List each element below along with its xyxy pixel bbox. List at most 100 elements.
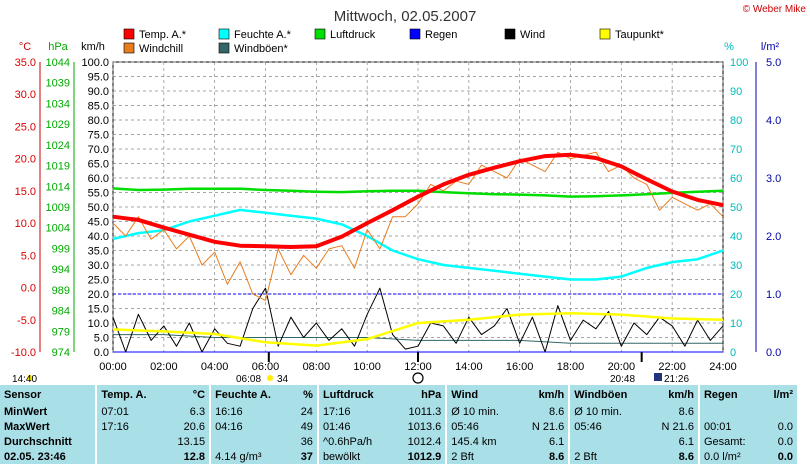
sunrise-icon — [267, 375, 273, 381]
stats-cell: N 21.6 — [647, 419, 699, 434]
axis-tick-time: 00:00 — [99, 361, 127, 373]
axis-tick-kmh: 0.0 — [94, 347, 109, 359]
axis-tick-percent: 10 — [730, 318, 742, 330]
axis-tick-kmh: 15.0 — [88, 304, 109, 316]
axis-tick-time: 14:00 — [455, 361, 483, 373]
statistics-table: Sensor Temp. A. °C Feuchte A.% Luftdruck hPa W… — [0, 385, 797, 464]
axis-unit-temp: °C — [19, 41, 31, 53]
stats-cell: Gesamt: — [697, 434, 763, 449]
axis-tick-percent: 30 — [730, 260, 742, 272]
axis-tick-hpa: 974 — [52, 347, 70, 359]
stats-header-cell: Sensor — [0, 385, 97, 404]
stats-row-label: MaxWert — [0, 419, 97, 434]
stats-cell: 8.6 — [647, 404, 699, 419]
axis-tick-lm2: 2.0 — [766, 231, 781, 243]
stats-cell: 0.0 l/m² — [697, 449, 763, 464]
sunrise-label: 06:08 — [236, 374, 261, 385]
statistics-panel: Sensor Temp. A. °C Feuchte A.% Luftdruck hPa W… — [0, 385, 810, 471]
axis-tick-kmh: 30.0 — [88, 260, 109, 272]
axis-tick-time: 16:00 — [506, 361, 534, 373]
stats-cell: 07:01 — [95, 404, 165, 419]
axis-tick-percent: 0 — [730, 347, 736, 359]
stats-cell — [697, 404, 763, 419]
stats-cell: 37 — [291, 449, 318, 464]
axis-tick-kmh: 80.0 — [88, 115, 109, 127]
axis-tick-time: 04:00 — [201, 361, 229, 373]
axis-tick-lm2: 4.0 — [766, 115, 781, 127]
stats-cell: 1012.4 — [392, 434, 447, 449]
stats-cell: 24 — [291, 404, 318, 419]
axis-tick-hpa: 1004 — [46, 223, 70, 235]
series-temperature — [112, 152, 724, 249]
stats-cell: N 21.6 — [517, 419, 570, 434]
axis-tick-kmh: 40.0 — [88, 231, 109, 243]
stats-cell: 49 — [291, 419, 318, 434]
axis-tick-kmh: 10.0 — [88, 318, 109, 330]
axis-tick-hpa: 1009 — [46, 202, 70, 214]
stats-cell: ^0.6hPa/h — [316, 434, 393, 449]
legend-swatch — [314, 28, 326, 40]
series-feuchte — [112, 208, 724, 281]
stats-row: Durchschnitt 13.15 36 ^0.6hPa/h 1012.4 145.4 … — [0, 434, 797, 449]
axis-tick-percent: 40 — [730, 231, 742, 243]
axis-unit-hpa: hPa — [48, 41, 68, 53]
axis-tick-percent: 70 — [730, 144, 742, 156]
axis-tick-kmh: 25.0 — [88, 275, 109, 287]
stats-cell: 1013.6 — [392, 419, 447, 434]
stats-cell: 6.1 — [517, 434, 570, 449]
stats-cell: 05:46 — [445, 419, 518, 434]
axis-tick-temp: 15.0 — [15, 186, 36, 198]
axis-tick-lm2: 5.0 — [766, 57, 781, 69]
legend-label: Windchill — [139, 43, 183, 55]
stats-cell: 1011.3 — [392, 404, 447, 419]
stats-cell: 00:01 — [697, 419, 763, 434]
axis-tick-kmh: 65.0 — [88, 159, 109, 171]
stats-cell: bewölkt — [316, 449, 393, 464]
stats-cell: 05:46 — [568, 419, 648, 434]
clock-icon — [412, 372, 424, 384]
axis-tick-hpa: 989 — [52, 285, 70, 297]
axis-tick-hpa: 1034 — [46, 98, 70, 110]
axis-tick-hpa: 1039 — [46, 78, 70, 90]
axis-tick-hpa: 1019 — [46, 161, 70, 173]
sun-left-label: 14:40 — [12, 374, 37, 385]
stats-header-cell: Wind — [445, 385, 518, 404]
stats-header-cell: Windböen — [568, 385, 648, 404]
stats-cell: 0.0 — [762, 434, 797, 449]
axis-unit-kmh: km/h — [81, 41, 105, 53]
axis-tick-time: 22:00 — [658, 361, 686, 373]
axis-tick-time: 06:00 — [252, 361, 280, 373]
stats-cell: 2 Bft — [445, 449, 518, 464]
axis-tick-hpa: 1029 — [46, 119, 70, 131]
stats-header-cell: Regen — [697, 385, 763, 404]
axis-tick-percent: 80 — [730, 115, 742, 127]
stats-row-label: MinWert — [0, 404, 97, 419]
stats-cell: 8.6 — [647, 449, 699, 464]
credit-label: © Weber Mike — [743, 4, 807, 15]
series-wind — [112, 287, 724, 353]
stats-header-cell: °C — [164, 385, 211, 404]
axis-tick-temp: -10.0 — [11, 347, 36, 359]
statistics-header-row: Sensor Temp. A. °C Feuchte A.% Luftdruck hPa W… — [0, 385, 797, 404]
stats-cell: 6.3 — [164, 404, 211, 419]
stats-row: MinWert 07:01 6.3 16:16 24 17:16 1011.3 Ø 10 mi… — [0, 404, 797, 419]
legend-swatch — [218, 28, 230, 40]
legend-label: Regen — [425, 29, 457, 41]
stats-cell: 2 Bft — [568, 449, 648, 464]
axis-tick-hpa: 994 — [52, 264, 70, 276]
stats-header-cell: km/h — [517, 385, 570, 404]
axis-tick-percent: 100 — [730, 57, 748, 69]
axis-tick-kmh: 90.0 — [88, 86, 109, 98]
axis-tick-kmh: 75.0 — [88, 130, 109, 142]
stats-cell: Ø 10 min. — [445, 404, 518, 419]
axis-tick-kmh: 20.0 — [88, 289, 109, 301]
stats-cell — [209, 434, 292, 449]
axis-tick-temp: 30.0 — [15, 89, 36, 101]
stats-header-cell: hPa — [392, 385, 447, 404]
axis-tick-percent: 60 — [730, 173, 742, 185]
sunrise-extra-label: 34 — [277, 374, 289, 385]
axis-tick-kmh: 5.0 — [94, 333, 109, 345]
chart-title: Mittwoch, 02.05.2007 — [334, 8, 477, 25]
legend-swatch — [599, 28, 611, 40]
stats-row: MaxWert 17:16 20.6 04:16 49 01:46 1013.6 05:46 N… — [0, 419, 797, 434]
